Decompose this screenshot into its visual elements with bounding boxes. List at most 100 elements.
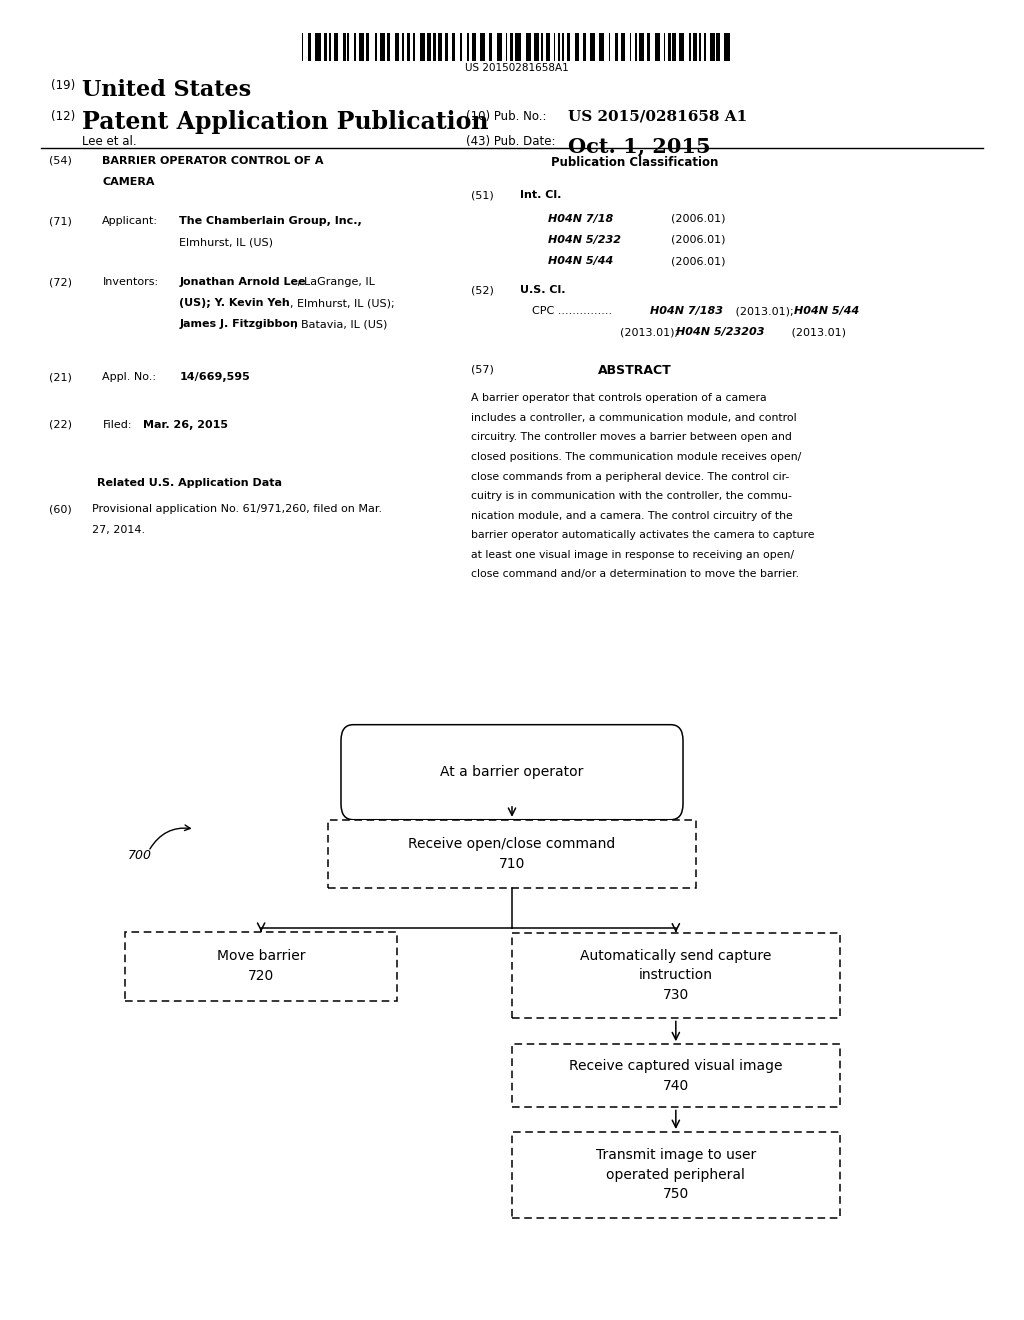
Bar: [489, 33, 493, 61]
Bar: [621, 33, 626, 61]
Text: (21): (21): [49, 372, 72, 383]
Bar: [467, 33, 469, 61]
Bar: [387, 33, 390, 61]
Bar: [717, 33, 720, 61]
Bar: [343, 33, 345, 61]
Bar: [366, 33, 370, 61]
Bar: [302, 33, 303, 61]
Bar: [401, 33, 403, 61]
Bar: [325, 33, 328, 61]
Text: 27, 2014.: 27, 2014.: [92, 525, 145, 536]
Bar: [329, 33, 331, 61]
Text: Receive open/close command
710: Receive open/close command 710: [409, 837, 615, 871]
Text: Move barrier
720: Move barrier 720: [217, 949, 305, 983]
Bar: [583, 33, 586, 61]
Text: closed positions. The communication module receives open/: closed positions. The communication modu…: [471, 451, 802, 462]
Bar: [315, 33, 321, 61]
Text: (22): (22): [49, 420, 72, 430]
Text: (71): (71): [49, 216, 72, 227]
Bar: [705, 33, 706, 61]
Bar: [689, 33, 691, 61]
Text: Patent Application Publication: Patent Application Publication: [82, 110, 488, 133]
Text: , LaGrange, IL: , LaGrange, IL: [297, 277, 375, 288]
Text: includes a controller, a communication module, and control: includes a controller, a communication m…: [471, 413, 797, 422]
Text: 700: 700: [128, 849, 152, 862]
Text: (51): (51): [471, 190, 494, 201]
Bar: [394, 33, 398, 61]
Bar: [483, 33, 484, 61]
Text: (2013.01);: (2013.01);: [620, 327, 681, 338]
Text: Receive captured visual image
740: Receive captured visual image 740: [569, 1059, 782, 1093]
Text: CPC ...............: CPC ...............: [532, 306, 616, 317]
Bar: [497, 33, 502, 61]
Text: cuitry is in communication with the controller, the commu-: cuitry is in communication with the cont…: [471, 491, 792, 502]
Text: H04N 7/183: H04N 7/183: [650, 306, 723, 317]
Text: Lee et al.: Lee et al.: [82, 135, 136, 148]
Text: US 2015/0281658 A1: US 2015/0281658 A1: [568, 110, 748, 124]
Bar: [308, 33, 311, 61]
Bar: [615, 33, 617, 61]
Text: At a barrier operator: At a barrier operator: [440, 766, 584, 779]
Text: United States: United States: [82, 79, 251, 102]
Bar: [438, 33, 442, 61]
Text: (10) Pub. No.:: (10) Pub. No.:: [466, 110, 547, 123]
Text: (2006.01): (2006.01): [671, 235, 725, 246]
Text: at least one visual image in response to receiving an open/: at least one visual image in response to…: [471, 549, 794, 560]
Text: Elmhurst, IL (US): Elmhurst, IL (US): [179, 238, 273, 248]
Text: H04N 5/44: H04N 5/44: [794, 306, 859, 317]
Text: (52): (52): [471, 285, 494, 296]
Bar: [413, 33, 416, 61]
FancyBboxPatch shape: [341, 725, 683, 820]
Bar: [526, 33, 531, 61]
Text: Inventors:: Inventors:: [102, 277, 159, 288]
Text: (2006.01): (2006.01): [671, 256, 725, 267]
Text: Related U.S. Application Data: Related U.S. Application Data: [97, 478, 282, 488]
Text: (43) Pub. Date:: (43) Pub. Date:: [466, 135, 555, 148]
Text: , Elmhurst, IL (US);: , Elmhurst, IL (US);: [290, 298, 394, 309]
Bar: [359, 33, 365, 61]
Bar: [420, 33, 425, 61]
Text: The Chamberlain Group, Inc.,: The Chamberlain Group, Inc.,: [179, 216, 361, 227]
Text: Oct. 1, 2015: Oct. 1, 2015: [568, 136, 711, 156]
Text: (72): (72): [49, 277, 72, 288]
Text: H04N 5/44: H04N 5/44: [548, 256, 613, 267]
Bar: [515, 33, 521, 61]
Bar: [668, 33, 671, 61]
Bar: [567, 33, 570, 61]
Text: (2013.01): (2013.01): [788, 327, 847, 338]
Bar: [679, 33, 684, 61]
Bar: [380, 33, 385, 61]
Text: barrier operator automatically activates the camera to capture: barrier operator automatically activates…: [471, 531, 814, 540]
Bar: [334, 33, 338, 61]
Text: H04N 5/232: H04N 5/232: [548, 235, 621, 246]
Bar: [472, 33, 476, 61]
Bar: [574, 33, 580, 61]
Text: (19): (19): [51, 79, 76, 92]
Text: Mar. 26, 2015: Mar. 26, 2015: [143, 420, 228, 430]
Text: H04N 7/18: H04N 7/18: [548, 214, 613, 224]
Text: circuitry. The controller moves a barrier between open and: circuitry. The controller moves a barrie…: [471, 433, 792, 442]
Bar: [693, 33, 697, 61]
Bar: [510, 33, 513, 61]
Text: Applicant:: Applicant:: [102, 216, 159, 227]
FancyBboxPatch shape: [512, 1044, 840, 1107]
Text: (12): (12): [51, 110, 76, 123]
Text: A barrier operator that controls operation of a camera: A barrier operator that controls operati…: [471, 393, 767, 404]
Bar: [479, 33, 482, 61]
Bar: [630, 33, 631, 61]
Text: , Batavia, IL (US): , Batavia, IL (US): [294, 319, 387, 330]
Text: CAMERA: CAMERA: [102, 177, 155, 187]
Bar: [535, 33, 539, 61]
Text: BARRIER OPERATOR CONTROL OF A: BARRIER OPERATOR CONTROL OF A: [102, 156, 324, 166]
FancyBboxPatch shape: [512, 932, 840, 1019]
Bar: [558, 33, 560, 61]
Bar: [427, 33, 431, 61]
Text: (US); Y. Kevin Yeh: (US); Y. Kevin Yeh: [179, 298, 290, 309]
Bar: [698, 33, 700, 61]
Text: Int. Cl.: Int. Cl.: [520, 190, 561, 201]
Bar: [407, 33, 410, 61]
Text: Appl. No.:: Appl. No.:: [102, 372, 157, 383]
Text: Transmit image to user
operated peripheral
750: Transmit image to user operated peripher…: [596, 1148, 756, 1201]
Text: James J. Fitzgibbon: James J. Fitzgibbon: [179, 319, 298, 330]
Text: Provisional application No. 61/971,260, filed on Mar.: Provisional application No. 61/971,260, …: [92, 504, 382, 515]
